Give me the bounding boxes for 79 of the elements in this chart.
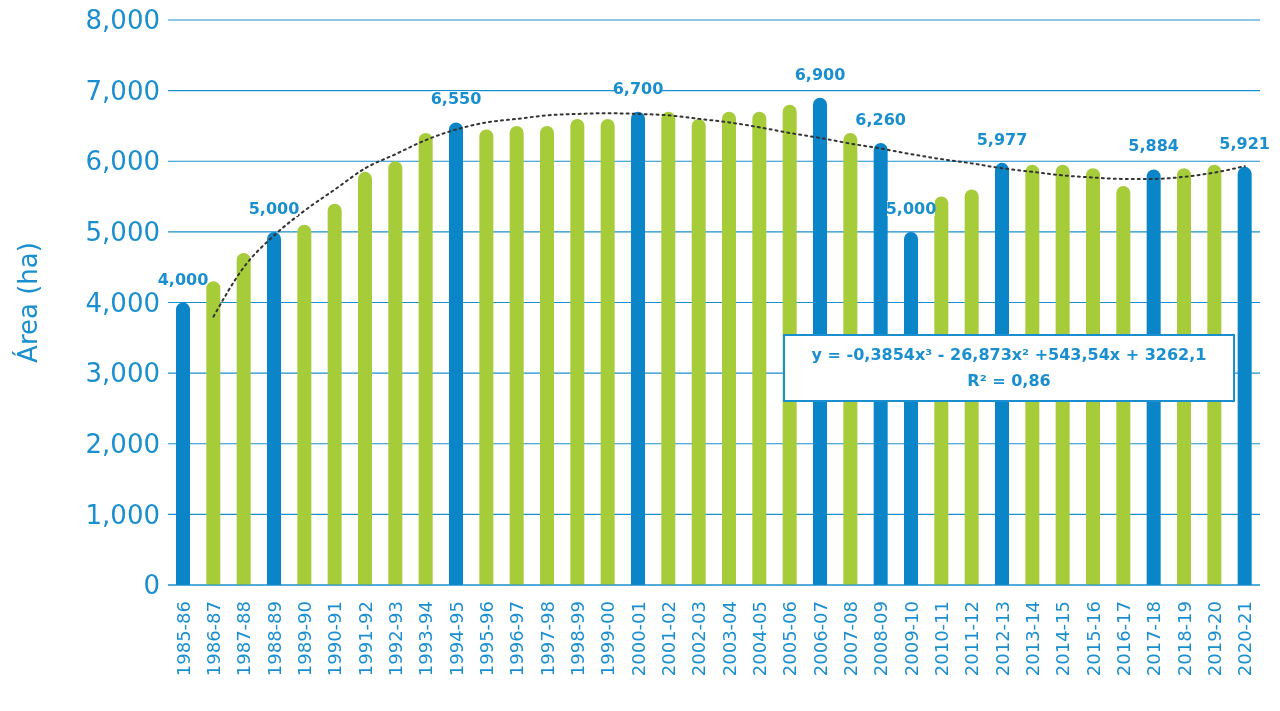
x-tick-label: 2003-04 [718, 601, 740, 677]
x-tick-label: 1995-96 [476, 601, 497, 677]
equation-box: y = -0,3854x³ - 26,873x² +543,54x + 3262,1 R² = 0,86 [783, 334, 1235, 402]
x-tick-label: 2018-19 [1173, 601, 1195, 677]
x-tick-label: 1998-99 [567, 601, 588, 677]
y-tick-label: 5,000 [85, 217, 160, 248]
bar [176, 302, 190, 585]
x-tick-label: 2019-20 [1204, 601, 1225, 677]
y-axis-title: Área (ha) [12, 242, 44, 363]
bar [752, 111, 767, 585]
bar [631, 111, 645, 585]
bar [388, 161, 403, 585]
data-label: 5,884 [1128, 136, 1179, 156]
x-tick-label: 2013-14 [1022, 601, 1043, 677]
bar [358, 171, 372, 585]
data-label: 6,700 [612, 78, 664, 98]
y-tick-label: 0 [143, 570, 160, 601]
bar [661, 111, 676, 585]
x-tick-label: 2017-18 [1143, 601, 1165, 677]
x-tick-label: 2010-11 [931, 601, 952, 677]
x-tick-label: 1992-93 [385, 601, 406, 677]
bar [327, 203, 342, 585]
y-tick-label: 8,000 [85, 5, 160, 36]
x-tick-label: 1999-00 [597, 601, 619, 677]
x-tick-label: 1994-95 [445, 601, 467, 677]
y-tick-label: 3,000 [85, 358, 160, 389]
bar [722, 111, 736, 585]
bar [509, 125, 524, 585]
bar [236, 253, 251, 585]
data-label: 5,977 [976, 129, 1028, 149]
annotation: y = -0,3854x³ - 26,873x² +543,54x + 3262,1 [810, 344, 1208, 366]
x-tick-label: 2001-02 [658, 601, 679, 677]
bar [418, 133, 433, 585]
bar [600, 118, 615, 585]
bar [267, 231, 281, 585]
x-tick-label: 1987-88 [233, 601, 255, 677]
y-tick-label: 2,000 [85, 428, 160, 459]
x-tick-label: 2011-12 [961, 601, 983, 677]
y-tick-label: 6,000 [85, 146, 160, 177]
bar [1237, 166, 1252, 585]
bar [691, 118, 706, 585]
x-tick-label: 1989-90 [294, 601, 315, 677]
x-tick-label: 1986-87 [203, 601, 224, 677]
bar [449, 122, 463, 585]
x-tick-label: 2020-21 [1234, 601, 1256, 677]
x-tick-label: 1988-89 [263, 601, 285, 677]
bar [479, 129, 494, 585]
y-tick-label: 4,000 [85, 287, 160, 318]
x-tick-label: 1985-86 [172, 601, 194, 677]
x-tick-label: 1990-91 [324, 601, 346, 677]
x-tick-label: 2009-10 [900, 601, 922, 677]
data-label: 5,000 [248, 198, 300, 218]
bar [540, 125, 554, 585]
data-label: 6,900 [794, 64, 846, 84]
x-tick-label: 2014-15 [1052, 601, 1074, 677]
x-tick-label: 2016-17 [1113, 601, 1134, 677]
y-tick-label: 7,000 [85, 75, 160, 106]
x-tick-label: 1993-94 [415, 601, 437, 677]
x-tick-label: 2004-05 [749, 601, 770, 677]
x-tick-label: 1997-98 [536, 601, 558, 677]
data-label: 5,921 [1219, 133, 1270, 153]
bar [206, 281, 221, 585]
y-tick-label: 1,000 [85, 499, 160, 530]
data-label: 6,550 [430, 89, 482, 109]
x-tick-label: 2005-06 [779, 601, 801, 677]
data-label: 4,000 [157, 269, 209, 289]
x-tick-label: 2008-09 [870, 601, 892, 677]
bar [570, 118, 585, 585]
data-label: 6,260 [855, 109, 906, 129]
x-tick-label: 2002-03 [688, 601, 710, 677]
x-tick-label: 1991-92 [354, 601, 376, 677]
x-tick-label: 2015-16 [1082, 601, 1104, 677]
x-tick-label: 1996-97 [506, 601, 528, 677]
x-tick-label: 2000-01 [627, 601, 649, 677]
x-tick-label: 2012-13 [991, 601, 1013, 677]
annotation: R² = 0,86 [966, 370, 1052, 392]
x-tick-label: 2006-07 [809, 601, 831, 677]
x-tick-label: 2007-08 [840, 601, 861, 677]
bar [297, 224, 312, 585]
